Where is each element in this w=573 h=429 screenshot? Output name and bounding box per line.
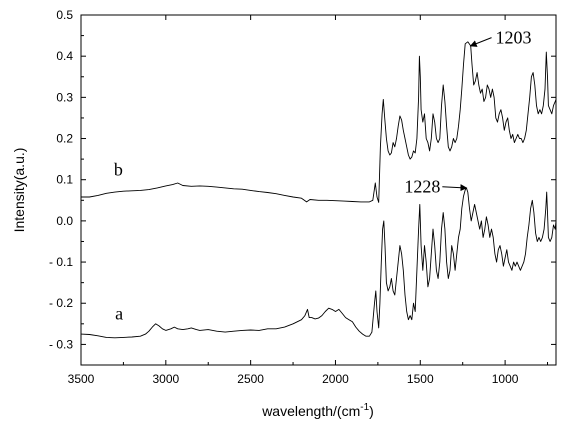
y-tick-label: - 0.2 [49,296,73,310]
x-axis-title-superscript: -1 [360,402,369,413]
x-axis-title: wavelength/(cm-1) [261,402,374,419]
y-tick-label: 0.1 [56,173,73,187]
x-tick-label: 1000 [492,372,519,386]
annotation-arrow-1203 [469,37,492,47]
annotation-arrow-1228 [442,184,468,192]
y-tick-label: 0.2 [56,132,73,146]
x-axis: 3500 3000 2500 2000 1500 1000 [68,15,549,386]
x-tick-label: 3000 [152,372,179,386]
annotations: 1203 1228 [404,28,531,197]
y-tick-label: 0.5 [56,8,73,22]
x-axis-title-close: ) [369,403,374,419]
y-tick-label: - 0.3 [49,337,73,351]
plot-frame [80,14,557,366]
series-line-a [80,187,557,339]
x-tick-label: 1500 [407,372,434,386]
x-axis-title-main: wavelength/(cm [261,403,360,419]
y-tick-label: - 0.1 [49,255,73,269]
y-tick-label: 0.4 [56,49,73,63]
x-tick-label: 2000 [322,372,349,386]
series-label-b: b [114,160,123,180]
y-axis-title: Intensity(a.u.) [11,148,27,233]
y-tick-label: 0.0 [56,214,73,228]
series-line-b [81,41,557,203]
annotation-label-1228: 1228 [404,177,440,197]
x-tick-label: 2500 [237,372,264,386]
y-axis: 0.5 0.4 0.3 0.2 0.1 0.0 - 0.1 - 0.2 - 0.3 [49,8,556,351]
series-lines [80,41,557,339]
annotation-label-1203: 1203 [496,28,532,48]
y-tick-label: 0.3 [56,90,73,104]
x-tick-label: 3500 [68,372,95,386]
series-labels: ba [114,160,123,324]
series-label-a: a [115,304,123,324]
